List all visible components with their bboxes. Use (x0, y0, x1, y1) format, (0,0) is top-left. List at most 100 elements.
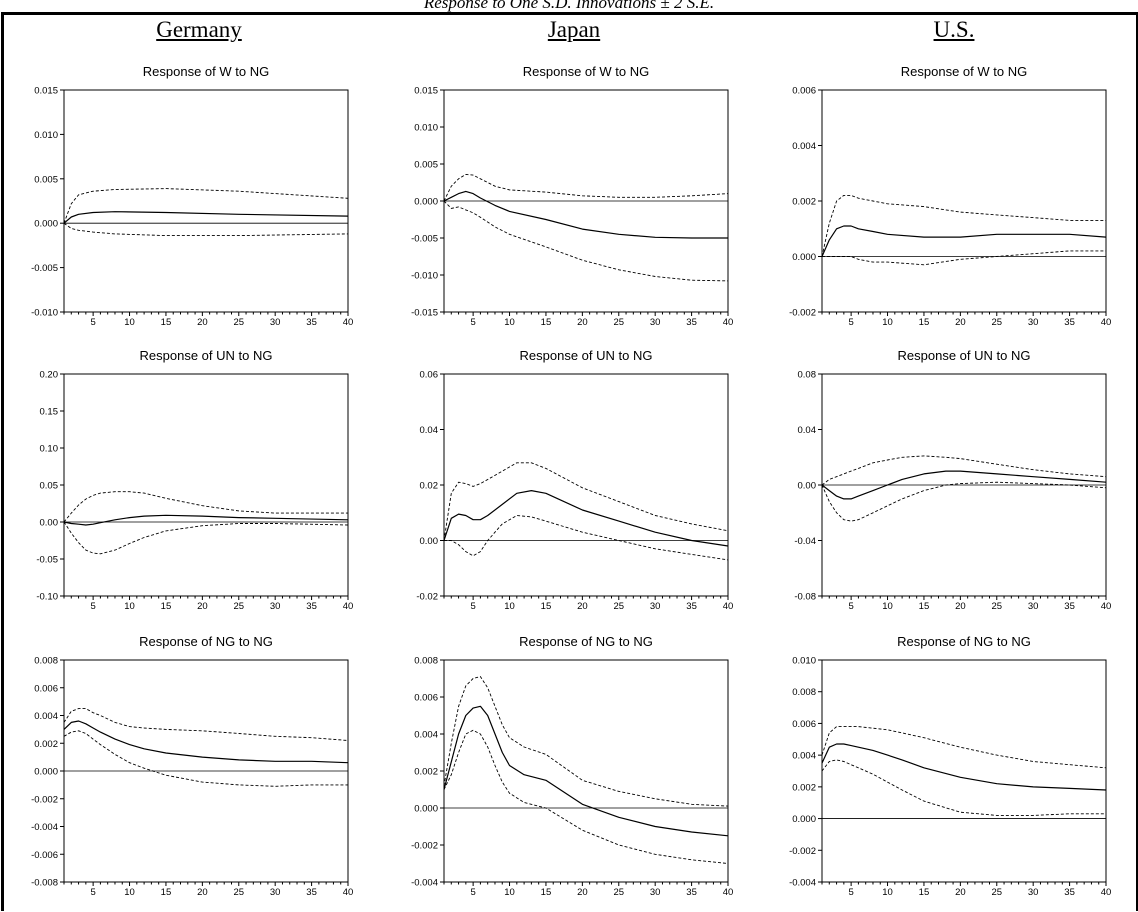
y-tick-label: 0.000 (414, 804, 438, 815)
y-tick-label: -0.005 (31, 263, 58, 274)
x-tick-label: 20 (955, 317, 966, 328)
x-tick-label: 40 (1101, 887, 1112, 898)
y-tick-label: -0.002 (411, 841, 438, 852)
panel-title: Response of UN to NG (520, 348, 653, 363)
series-line-confidence-band (443, 676, 729, 807)
x-tick-label: 40 (723, 887, 734, 898)
y-tick-label: 0.04 (798, 425, 817, 436)
y-tick-label: -0.002 (31, 794, 58, 805)
y-tick-label: 0.000 (34, 767, 58, 778)
plot-frame (443, 373, 729, 597)
y-tick-label: 0.000 (414, 197, 438, 208)
y-tick-label: 0.002 (792, 782, 816, 793)
x-tick-label: 20 (577, 601, 588, 612)
series-line-response (63, 720, 349, 764)
series-line-confidence-band (821, 481, 1107, 522)
series-line-confidence-band (63, 708, 349, 741)
x-tick-label: 30 (270, 887, 281, 898)
y-tick-label: 0.15 (40, 407, 59, 418)
x-tick-label: 30 (650, 317, 661, 328)
y-tick-label: -0.002 (789, 846, 816, 857)
y-tick-label: 0.002 (34, 739, 58, 750)
figure-title: Response to One S.D. Innovations ± 2 S.E… (423, 0, 715, 12)
y-tick-label: 0.006 (792, 719, 816, 730)
x-tick-label: 25 (233, 601, 244, 612)
y-tick-label: 0.015 (414, 86, 438, 97)
series-line-response (63, 211, 349, 224)
y-tick-label: 0.00 (40, 518, 59, 529)
y-tick-label: -0.05 (36, 555, 58, 566)
y-tick-label: 0.000 (792, 252, 816, 263)
y-tick-label: 0.04 (420, 425, 439, 436)
y-tick-label: 0.015 (34, 86, 58, 97)
x-tick-label: 15 (541, 601, 552, 612)
y-tick-label: -0.002 (789, 308, 816, 319)
x-tick-label: 35 (306, 887, 317, 898)
x-tick-label: 20 (197, 887, 208, 898)
x-tick-label: 25 (613, 601, 624, 612)
y-tick-label: -0.004 (789, 878, 816, 889)
panel-1: Response of W to NG -0.010 -0.005 0.000 0.00… (31, 64, 353, 328)
x-tick-label: 35 (306, 601, 317, 612)
x-tick-label: 15 (919, 887, 930, 898)
x-tick-label: 5 (848, 887, 853, 898)
x-tick-label: 40 (1101, 317, 1112, 328)
y-tick-label: 0.00 (420, 536, 439, 547)
series-line-confidence-band (444, 515, 729, 561)
x-tick-label: 5 (848, 601, 853, 612)
y-tick-label: -0.004 (31, 822, 58, 833)
x-tick-label: 30 (1028, 887, 1039, 898)
series-line-response (821, 470, 1107, 500)
figure-frame (1, 12, 1138, 911)
y-tick-label: 0.10 (40, 444, 59, 455)
series-line-confidence-band (822, 250, 1106, 266)
x-tick-label: 20 (955, 601, 966, 612)
x-tick-label: 30 (270, 601, 281, 612)
y-tick-label: 0.05 (40, 481, 59, 492)
plot-frame (63, 373, 349, 597)
x-tick-label: 35 (686, 887, 697, 898)
y-tick-label: 0.006 (414, 693, 438, 704)
x-tick-label: 5 (90, 601, 95, 612)
panel-title: Response of W to NG (901, 64, 1027, 79)
series-line-confidence-band (443, 200, 729, 282)
panel-title: Response of W to NG (523, 64, 649, 79)
y-tick-label: 0.010 (792, 656, 816, 667)
country-label-us: U.S. (933, 17, 975, 42)
x-tick-label: 5 (470, 887, 475, 898)
y-tick-label: -0.005 (411, 234, 438, 245)
x-tick-label: 35 (686, 317, 697, 328)
country-label-japan: Japan (547, 17, 601, 42)
x-tick-label: 20 (577, 887, 588, 898)
panel-7: Response of NG to NG -0.008 -0.006 -0.004 -0… (31, 634, 353, 898)
panel-3: Response of W to NG -0.002 0.000 0.002 0.004… (789, 64, 1111, 328)
x-tick-label: 30 (650, 887, 661, 898)
x-tick-label: 10 (882, 601, 893, 612)
panel-title: Response of NG to NG (897, 634, 1031, 649)
y-tick-label: -0.08 (794, 592, 816, 603)
x-tick-label: 10 (882, 317, 893, 328)
x-tick-label: 25 (991, 317, 1002, 328)
y-tick-label: -0.006 (31, 850, 58, 861)
x-tick-label: 10 (124, 317, 135, 328)
x-tick-label: 5 (90, 887, 95, 898)
x-tick-label: 10 (882, 887, 893, 898)
plot-frame (821, 89, 1107, 313)
series-line-confidence-band (63, 222, 349, 237)
x-tick-label: 35 (1064, 317, 1075, 328)
series-line-confidence-band (821, 726, 1107, 769)
series-line-response (63, 514, 349, 526)
plot-frame (63, 89, 349, 313)
x-tick-label: 20 (197, 601, 208, 612)
y-tick-label: 0.006 (34, 683, 58, 694)
x-tick-label: 40 (343, 317, 354, 328)
y-tick-label: 0.004 (34, 711, 58, 722)
x-tick-label: 15 (541, 887, 552, 898)
x-tick-label: 30 (1028, 317, 1039, 328)
x-tick-label: 15 (541, 317, 552, 328)
panel-9: Response of NG to NG -0.004 -0.002 0.000 0.0… (789, 634, 1111, 898)
series-line-response (443, 490, 729, 547)
panel-4: Response of UN to NG -0.10 -0.05 0.00 0.05 0.… (36, 348, 353, 612)
x-tick-label: 15 (919, 317, 930, 328)
y-tick-label: 0.006 (792, 86, 816, 97)
